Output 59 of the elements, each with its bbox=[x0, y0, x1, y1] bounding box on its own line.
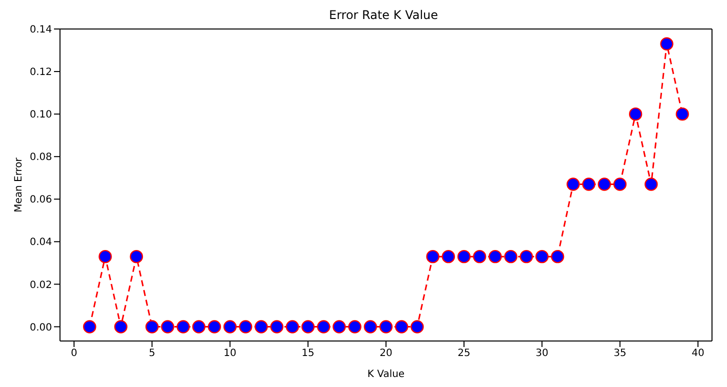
point bbox=[301, 320, 315, 334]
point bbox=[223, 320, 237, 334]
point bbox=[192, 320, 206, 334]
point bbox=[660, 37, 674, 50]
point bbox=[442, 250, 455, 264]
y-tick-label: 0.04 bbox=[30, 237, 52, 248]
point bbox=[566, 178, 580, 191]
x-axis-title: K Value bbox=[367, 369, 405, 380]
point bbox=[504, 250, 518, 264]
point bbox=[472, 250, 486, 264]
x-tick-label: 20 bbox=[380, 348, 392, 360]
y-tick-label: 0.02 bbox=[30, 280, 52, 291]
point bbox=[613, 178, 627, 191]
point bbox=[270, 320, 284, 334]
x-tick-label: 25 bbox=[458, 348, 470, 360]
point bbox=[410, 320, 424, 334]
y-tick-label: 0.10 bbox=[30, 110, 52, 121]
point bbox=[535, 250, 549, 264]
point bbox=[379, 320, 393, 334]
point bbox=[628, 107, 642, 121]
point bbox=[520, 250, 533, 264]
point bbox=[348, 320, 362, 334]
point bbox=[395, 320, 408, 334]
y-tick-label: 0.14 bbox=[30, 24, 52, 36]
x-tick-label: 15 bbox=[302, 348, 314, 360]
point bbox=[676, 107, 689, 121]
point bbox=[161, 320, 174, 334]
point bbox=[644, 178, 658, 191]
chart-title: Error Rate K Value bbox=[328, 8, 440, 22]
x-tick-label: 40 bbox=[692, 348, 704, 360]
point bbox=[145, 320, 159, 334]
point bbox=[364, 320, 377, 334]
x-tick-label: 10 bbox=[224, 348, 236, 360]
y-tick-label: 0.12 bbox=[30, 67, 52, 78]
y-axis-title: Mean Error bbox=[14, 156, 25, 212]
point bbox=[98, 250, 112, 264]
x-tick-label: 0 bbox=[70, 348, 78, 360]
point bbox=[208, 320, 222, 334]
point bbox=[457, 250, 471, 264]
point bbox=[598, 178, 611, 191]
point bbox=[550, 250, 564, 264]
point bbox=[114, 320, 128, 334]
point bbox=[254, 320, 268, 334]
y-tick-label: 0.00 bbox=[30, 322, 52, 334]
x-tick-label: 5 bbox=[148, 348, 156, 360]
point bbox=[582, 178, 596, 191]
point bbox=[317, 320, 330, 334]
point bbox=[426, 250, 440, 264]
point bbox=[332, 320, 346, 334]
x-tick-label: 35 bbox=[614, 348, 626, 360]
point bbox=[130, 250, 144, 264]
point bbox=[286, 320, 300, 334]
point bbox=[176, 320, 190, 334]
point bbox=[239, 320, 252, 334]
y-tick-label: 0.08 bbox=[30, 152, 52, 164]
point bbox=[83, 320, 96, 334]
point bbox=[488, 250, 502, 264]
y-tick-label: 0.06 bbox=[30, 194, 52, 206]
x-tick-label: 30 bbox=[536, 348, 548, 360]
